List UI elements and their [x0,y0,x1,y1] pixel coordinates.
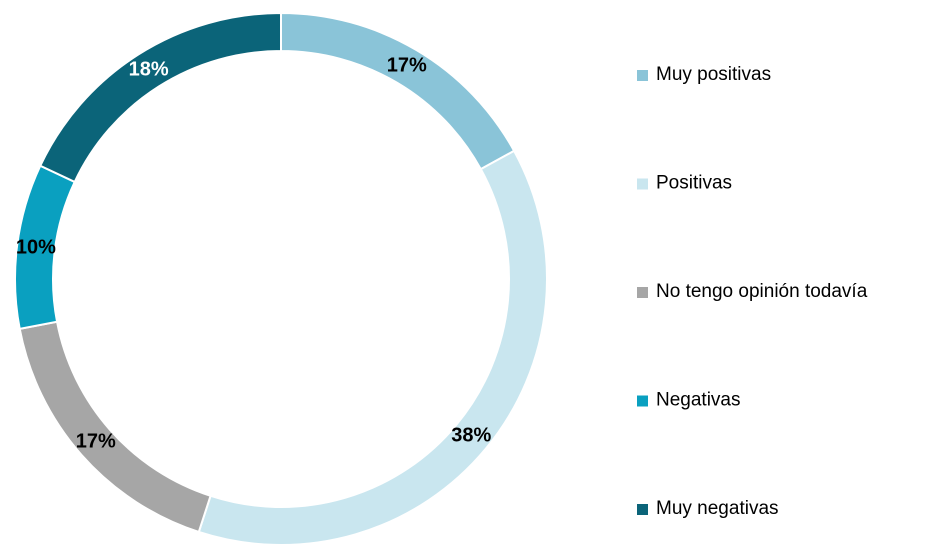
donut-segment [197,149,548,546]
legend-label: Negativas [656,390,741,411]
value-label: 17% [76,431,116,453]
legend-swatch [637,70,648,81]
legend-label: Muy positivas [656,64,771,85]
legend-label: Positivas [656,173,732,194]
legend-swatch [637,287,648,298]
legend-swatch [637,504,648,515]
value-label: 17% [387,55,427,77]
donut-segment [38,11,282,184]
donut-segment [280,11,516,171]
value-label: 10% [16,236,56,258]
value-label: 18% [129,59,169,81]
donut-segment [18,320,212,534]
legend-label: Muy negativas [656,498,779,519]
legend-swatch [637,178,648,190]
value-label: 38% [451,425,491,447]
legend-swatch [637,395,648,407]
legend-label: No tengo opinión todavía [656,281,868,302]
